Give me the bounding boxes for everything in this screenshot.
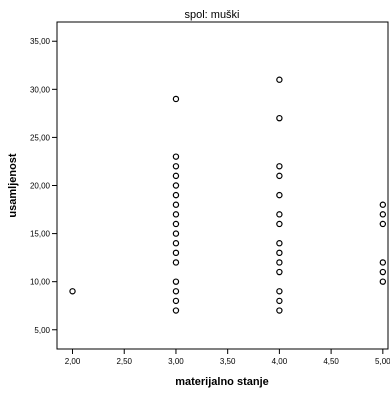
data-points: [69, 76, 387, 314]
data-point: [276, 259, 283, 266]
y-tick-label: 25,00: [30, 133, 51, 142]
data-point: [172, 288, 180, 295]
data-point: [69, 288, 76, 295]
y-tick-label: 20,00: [30, 182, 51, 191]
data-point: [276, 268, 283, 276]
data-point: [379, 201, 387, 208]
data-point: [379, 220, 387, 228]
y-tick-label: 5,00: [34, 326, 50, 335]
y-axis-ticks: 5,00 10,00 15,00 20,00 25,00 30,00 35,00: [30, 37, 57, 335]
data-point: [379, 278, 387, 285]
data-point: [276, 249, 283, 257]
data-point: [276, 288, 283, 295]
data-point: [172, 211, 180, 218]
data-point: [276, 211, 283, 218]
data-point: [172, 297, 180, 305]
data-point: [172, 163, 180, 170]
data-point: [276, 240, 283, 247]
data-point: [172, 201, 180, 208]
data-point: [172, 307, 180, 314]
data-point: [172, 259, 180, 266]
plot-area: [56, 21, 389, 350]
x-tick-label: 4,50: [323, 357, 339, 366]
data-point: [379, 211, 387, 218]
data-point: [276, 114, 283, 122]
data-point: [276, 163, 283, 170]
data-point: [172, 278, 180, 285]
data-point: [379, 268, 387, 276]
x-tick-label: 2,50: [116, 357, 132, 366]
data-point: [172, 230, 180, 237]
data-point: [172, 191, 180, 199]
y-axis-label: usamljenost: [7, 153, 19, 218]
x-tick-label: 2,00: [65, 357, 81, 366]
data-point: [172, 182, 180, 189]
y-tick-label: 15,00: [30, 230, 51, 239]
data-point: [172, 240, 180, 247]
x-axis-label: materijalno stanje: [175, 376, 269, 388]
data-point: [276, 76, 283, 83]
x-axis-ticks: 2,00 2,50 3,00 3,50 4,00 4,50 5,00: [65, 349, 390, 366]
data-point: [172, 153, 180, 160]
y-tick-label: 30,00: [30, 85, 51, 94]
data-point: [172, 220, 180, 228]
x-tick-label: 4,00: [272, 357, 288, 366]
data-point: [276, 220, 283, 228]
data-point: [276, 307, 283, 314]
data-point: [276, 297, 283, 305]
x-tick-label: 3,00: [168, 357, 184, 366]
y-tick-label: 35,00: [30, 37, 51, 46]
chart-title: spol: muški: [184, 9, 239, 21]
data-point: [172, 172, 180, 180]
x-tick-label: 5,00: [375, 357, 390, 366]
data-point: [276, 172, 283, 180]
y-tick-label: 10,00: [30, 278, 51, 287]
x-tick-label: 3,50: [220, 357, 236, 366]
data-point: [172, 249, 180, 257]
data-point: [379, 259, 387, 266]
data-point: [172, 95, 180, 103]
data-point: [276, 191, 283, 199]
